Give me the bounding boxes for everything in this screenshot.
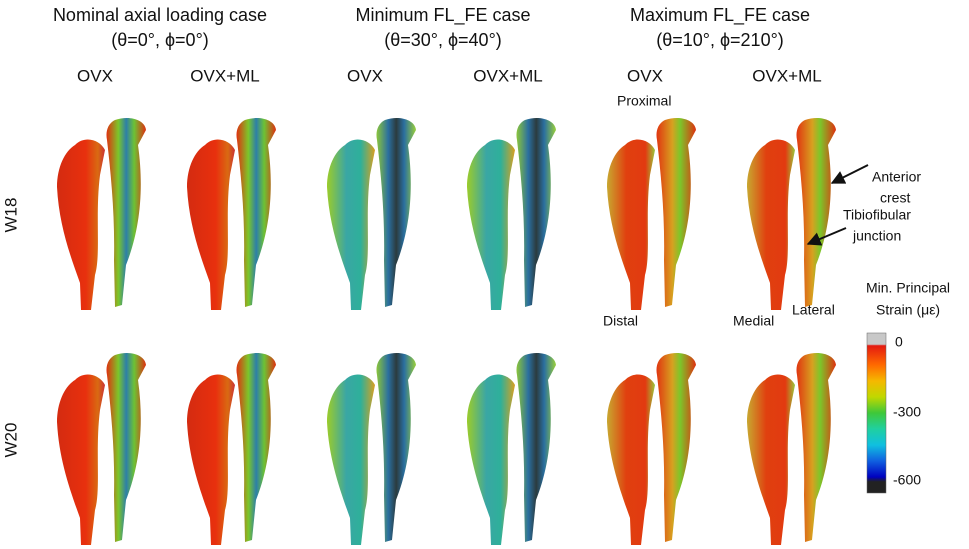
colorbar-label: 0 bbox=[895, 334, 903, 350]
tibia-shape bbox=[607, 139, 655, 310]
column-headers: Nominal axial loading case (θ=0°, ϕ=0°) … bbox=[53, 5, 822, 86]
fibula-shape bbox=[236, 353, 276, 542]
fibula-shape bbox=[376, 118, 416, 307]
annotation: Proximal bbox=[617, 93, 671, 109]
case-title: Minimum FL_FE case bbox=[355, 5, 530, 26]
group-label: OVX+ML bbox=[190, 66, 259, 85]
annotation: Medial bbox=[733, 313, 774, 329]
colorbar-label: -600 bbox=[893, 472, 921, 488]
tibia-shape bbox=[57, 139, 105, 310]
case-title: Maximum FL_FE case bbox=[630, 5, 810, 26]
colorbar-bar bbox=[866, 332, 887, 494]
fibula-shape bbox=[796, 353, 836, 542]
bone-panel bbox=[187, 118, 276, 310]
fibula-shape bbox=[106, 118, 146, 307]
fibula-shape bbox=[656, 353, 696, 542]
bone-panel bbox=[747, 353, 836, 545]
bone-panel bbox=[57, 353, 146, 545]
group-label: OVX+ML bbox=[752, 66, 821, 85]
arrow bbox=[806, 227, 847, 246]
bone-panels bbox=[57, 118, 836, 545]
fibula-shape bbox=[236, 118, 276, 307]
case-angles: (θ=30°, ϕ=40°) bbox=[384, 30, 502, 50]
case-title: Nominal axial loading case bbox=[53, 5, 267, 25]
tibia-shape bbox=[467, 374, 515, 545]
tibia-shape bbox=[327, 374, 375, 545]
fibula-shape bbox=[376, 353, 416, 542]
tibia-shape bbox=[327, 139, 375, 310]
row-label: W18 bbox=[1, 198, 20, 233]
tibia-shape bbox=[607, 374, 655, 545]
colorbar-title: Min. Principal bbox=[866, 280, 950, 296]
annotation: crest bbox=[880, 190, 910, 206]
bone-panel bbox=[327, 118, 416, 310]
annotation: Distal bbox=[603, 313, 638, 329]
annotation: junction bbox=[852, 228, 901, 244]
tibia-shape bbox=[467, 139, 515, 310]
bone-panel bbox=[747, 118, 836, 310]
bone-panel bbox=[467, 353, 556, 545]
arrow bbox=[830, 164, 869, 184]
colorbar: Min. Principal Strain (με) 0 -300 -600 bbox=[866, 280, 950, 494]
group-label: OVX+ML bbox=[473, 66, 542, 85]
annotation: Lateral bbox=[792, 302, 835, 318]
tibia-shape bbox=[57, 374, 105, 545]
bone-panel bbox=[57, 118, 146, 310]
tibia-shape bbox=[747, 139, 795, 310]
tibia-shape bbox=[187, 139, 235, 310]
annotations: Proximal Distal Medial Lateral Anterior … bbox=[603, 93, 921, 329]
annotation: Anterior bbox=[872, 169, 921, 185]
case-angles: (θ=0°, ϕ=0°) bbox=[111, 30, 209, 50]
fibula-shape bbox=[656, 118, 696, 307]
group-label: OVX bbox=[627, 66, 663, 85]
bone-panel bbox=[467, 118, 556, 310]
case-angles: (θ=10°, ϕ=210°) bbox=[656, 30, 784, 50]
fibula-shape bbox=[796, 118, 836, 307]
colorbar-label: -300 bbox=[893, 404, 921, 420]
fibula-shape bbox=[516, 118, 556, 307]
fibula-shape bbox=[516, 353, 556, 542]
group-label: OVX bbox=[347, 66, 383, 85]
fibula-shape bbox=[106, 353, 146, 542]
annotation: Tibiofibular bbox=[843, 207, 911, 223]
tibia-shape bbox=[187, 374, 235, 545]
bone-panel bbox=[187, 353, 276, 545]
tibia-shape bbox=[747, 374, 795, 545]
bone-panel bbox=[607, 353, 696, 545]
bone-panel bbox=[327, 353, 416, 545]
group-label: OVX bbox=[77, 66, 113, 85]
colorbar-title: Strain (με) bbox=[876, 302, 940, 318]
bone-panel bbox=[607, 118, 696, 310]
row-label: W20 bbox=[1, 423, 20, 458]
